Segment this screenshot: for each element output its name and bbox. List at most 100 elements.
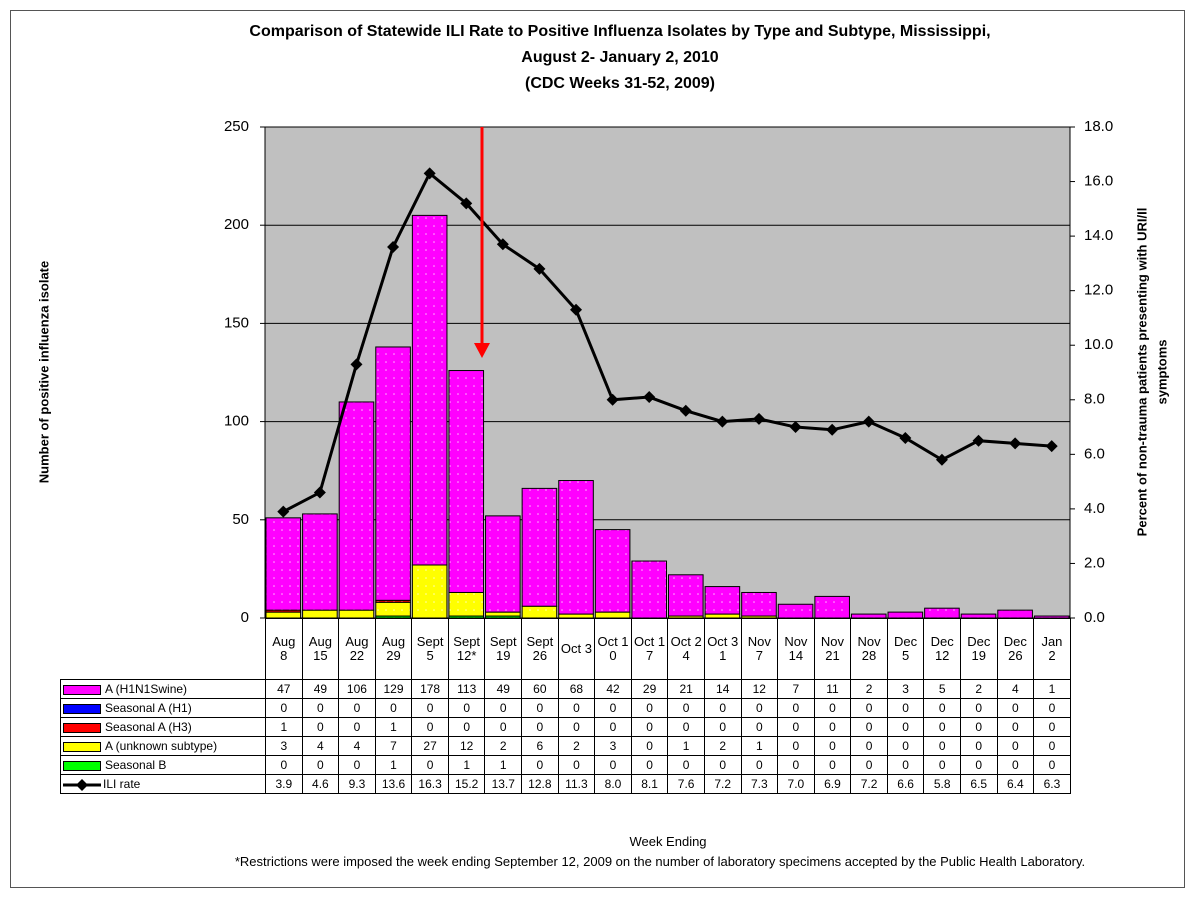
bar-segment <box>302 513 338 611</box>
table-value: 0 <box>667 698 705 718</box>
table-value: 1 <box>484 755 523 775</box>
line-marker <box>460 197 473 210</box>
legend-swatch <box>63 778 101 791</box>
table-value: 0 <box>886 717 925 737</box>
bar-segment <box>448 591 485 617</box>
table-value: 0 <box>996 755 1035 775</box>
chart-title: (CDC Weeks 31-52, 2009) <box>525 75 715 92</box>
bar-segment <box>521 605 558 619</box>
line-marker <box>899 431 912 444</box>
x-tick-label: Aug 8 <box>265 618 303 680</box>
table-value: 178 <box>411 679 449 699</box>
line-marker <box>313 486 326 499</box>
bar-segment <box>997 609 1033 619</box>
table-value: 0 <box>411 698 449 718</box>
table-value: 129 <box>374 679 413 699</box>
table-value: 0 <box>959 698 998 718</box>
bar-segment <box>668 574 704 617</box>
bar-segment <box>558 480 594 615</box>
legend-label: Seasonal B <box>105 758 167 772</box>
y-tick-label: 50 <box>232 511 249 528</box>
bar-segment <box>338 609 375 619</box>
table-value: 0 <box>923 736 961 756</box>
bar-segment <box>924 607 960 619</box>
legend-swatch <box>63 760 101 771</box>
table-value: 13.6 <box>374 774 413 794</box>
table-value: 11 <box>813 679 852 699</box>
table-value: 47 <box>265 679 303 699</box>
bar-segment <box>375 346 411 601</box>
x-tick-label: Oct 31 <box>703 618 742 680</box>
bar-segment <box>777 603 814 619</box>
table-value: 6.3 <box>1033 774 1071 794</box>
legend-swatch <box>63 741 101 752</box>
line-marker <box>972 434 985 447</box>
table-value: 0 <box>338 755 376 775</box>
line-marker <box>496 238 509 251</box>
table-row: ILI rate 3.9 4.6 9.3 13.6 16.3 15.2 13.7 12.8 11.… <box>60 774 1071 794</box>
table-row: A (unknown subtype) 3 4 4 7 27 12 2 6 2 3 0 1 2 1 0 0 0 0 0… <box>60 736 1071 756</box>
y2-tick-label: 2.0 <box>1084 554 1105 571</box>
table-value: 2 <box>484 736 523 756</box>
table-value: 0 <box>374 698 413 718</box>
chart-title: August 2- January 2, 2010 <box>521 49 719 66</box>
line-marker <box>789 421 802 434</box>
line-marker <box>533 262 546 275</box>
table-value: 0 <box>1033 717 1071 737</box>
table-value: 1 <box>374 755 413 775</box>
table-value: 0 <box>886 736 925 756</box>
table-value: 0 <box>301 717 340 737</box>
table-value: 3 <box>265 736 303 756</box>
table-value: 0 <box>521 717 559 737</box>
table-value: 21 <box>667 679 705 699</box>
table-value: 0 <box>959 717 998 737</box>
table-value: 27 <box>411 736 449 756</box>
line-marker <box>606 393 619 406</box>
table-value: 6.5 <box>959 774 998 794</box>
table-row: Aug 8 Aug 15 Aug 22 Aug 29 Sept 5 Sept 12* Sep… <box>61 618 1071 680</box>
table-value: 29 <box>630 679 669 699</box>
data-table: Aug 8 Aug 15 Aug 22 Aug 29 Sept 5 Sept 12* Sep… <box>60 618 1071 794</box>
table-value: 12 <box>447 736 486 756</box>
table-value: 0 <box>630 717 669 737</box>
table-value: 0 <box>594 698 632 718</box>
legend-swatch <box>63 684 101 695</box>
bar-segment <box>741 591 777 617</box>
bar-segment <box>485 611 521 617</box>
legend-label: Seasonal A (H3) <box>105 720 192 734</box>
table-value: 11.3 <box>557 774 596 794</box>
legend-label: A (unknown subtype) <box>105 739 218 753</box>
legend-cell: Seasonal A (H3) <box>60 717 266 737</box>
table-value: 2 <box>703 736 742 756</box>
line-marker <box>277 505 290 518</box>
legend-cell: A (H1N1Swine) <box>60 679 266 699</box>
table-value: 0 <box>521 755 559 775</box>
table-value: 1 <box>740 736 779 756</box>
y2-tick-label: 14.0 <box>1084 227 1113 244</box>
table-value: 0 <box>777 755 815 775</box>
table-value: 0 <box>630 755 669 775</box>
line-marker <box>752 412 765 425</box>
legend-line <box>63 778 101 791</box>
x-tick-label: Dec 12 <box>923 618 961 680</box>
y-tick-label: 200 <box>224 216 249 233</box>
table-value: 0 <box>557 755 596 775</box>
line-marker <box>826 423 839 436</box>
y-tick-label: 0 <box>241 609 249 626</box>
line-marker <box>643 391 656 404</box>
annotation-arrowhead <box>474 343 490 358</box>
legend-swatch <box>63 722 101 733</box>
bar-segment <box>887 611 924 619</box>
table-value: 0 <box>1033 755 1071 775</box>
bar-segment <box>521 487 558 607</box>
line-marker <box>387 241 400 254</box>
bar-segment <box>594 529 631 613</box>
table-value: 0 <box>996 698 1035 718</box>
table-value: 0 <box>923 698 961 718</box>
table-value: 106 <box>338 679 376 699</box>
table-value: 13.7 <box>484 774 523 794</box>
x-tick-label: Nov 14 <box>777 618 815 680</box>
table-value: 0 <box>813 717 852 737</box>
table-value: 16.3 <box>411 774 449 794</box>
